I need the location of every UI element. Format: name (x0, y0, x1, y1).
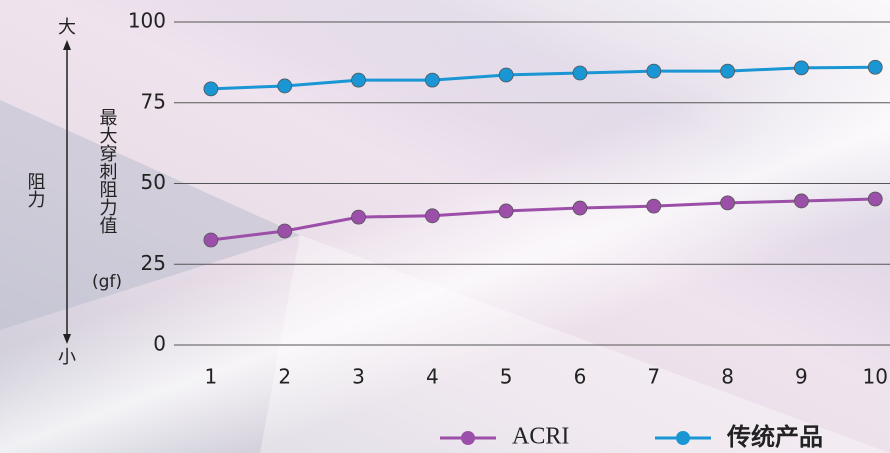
data-point (572, 200, 588, 216)
legend-marker (461, 431, 475, 445)
x-tick-label: 3 (352, 365, 365, 389)
background-shape (260, 235, 890, 453)
data-point (867, 59, 883, 75)
data-point (277, 223, 293, 239)
legend-label: 传统产品 (726, 423, 823, 451)
data-point (646, 198, 662, 214)
legend-label: ACRI (512, 424, 569, 450)
data-point (572, 65, 588, 81)
x-tick-label: 4 (426, 365, 439, 389)
data-point (424, 72, 440, 88)
arrow-bottom-label: 小 (58, 347, 76, 368)
x-tick-label: 2 (278, 365, 291, 389)
data-point (277, 78, 293, 94)
data-point (351, 72, 366, 88)
y-axis-label: 最大穿刺阻力值 (97, 108, 118, 234)
data-point (867, 191, 883, 207)
side-label: 阻力 (25, 172, 46, 208)
y-tick-label: 25 (141, 251, 166, 275)
x-tick-label: 1 (205, 365, 218, 389)
arrow-head (63, 334, 71, 344)
data-point (720, 195, 736, 211)
x-tick-label: 6 (574, 365, 587, 389)
y-axis-unit: (gf) (92, 272, 122, 292)
data-point (498, 67, 514, 83)
y-tick-label: 0 (153, 332, 166, 356)
data-point (794, 193, 809, 209)
data-point (203, 232, 219, 248)
x-tick-label: 5 (500, 365, 513, 389)
data-point (351, 209, 366, 225)
arrow-top-label: 大 (58, 17, 76, 38)
background-shape (0, 100, 300, 330)
arrow-head (63, 40, 71, 50)
series-line (210, 197, 876, 242)
data-point (794, 60, 809, 76)
data-point (498, 203, 514, 219)
y-tick-label: 100 (128, 9, 166, 33)
series-line (210, 65, 876, 91)
data-point (720, 63, 736, 79)
y-tick-label: 50 (141, 170, 166, 194)
x-tick-label: 8 (721, 365, 734, 389)
y-tick-label: 75 (141, 89, 166, 113)
x-tick-label: 9 (795, 365, 808, 389)
x-tick-label: 10 (863, 365, 888, 389)
data-point (424, 208, 440, 224)
data-point (646, 63, 662, 79)
data-point (203, 81, 219, 97)
legend-marker (676, 431, 690, 445)
x-tick-label: 7 (647, 365, 660, 389)
